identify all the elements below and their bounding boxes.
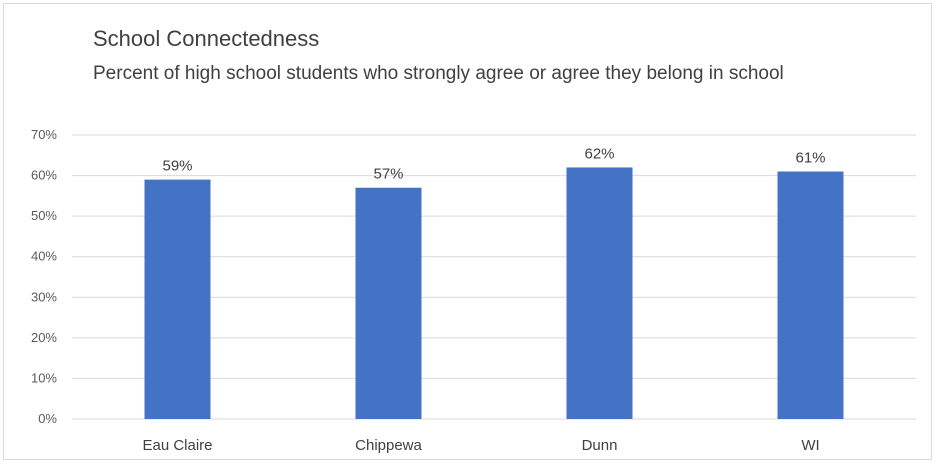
bar-wi — [777, 171, 844, 419]
category-label: Eau Claire — [142, 437, 212, 454]
data-label: 59% — [162, 158, 192, 175]
y-tick-label: 50% — [31, 208, 57, 223]
bar-chippewa — [355, 187, 422, 419]
chart-title: School Connectedness — [93, 26, 320, 51]
y-tick-label: 40% — [31, 249, 57, 264]
category-label: Chippewa — [355, 437, 422, 454]
data-label: 62% — [584, 145, 614, 162]
bar-dunn — [566, 167, 633, 419]
chart-subtitle: Percent of high school students who stro… — [93, 63, 784, 84]
data-label: 57% — [373, 166, 403, 183]
category-label: Dunn — [582, 437, 618, 454]
bar-eau-claire — [144, 179, 211, 419]
y-tick-label: 20% — [31, 330, 57, 345]
y-tick-label: 30% — [31, 289, 57, 304]
category-label: WI — [801, 437, 819, 454]
data-label: 61% — [795, 150, 825, 167]
y-tick-label: 70% — [31, 127, 57, 142]
y-tick-label: 0% — [38, 411, 57, 426]
y-tick-label: 10% — [31, 370, 57, 385]
y-tick-label: 60% — [31, 168, 57, 183]
